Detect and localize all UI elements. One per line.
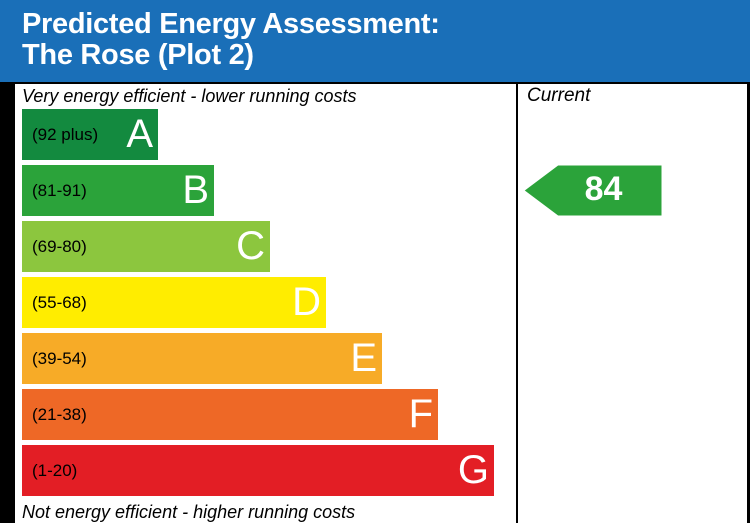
band-range-label: (21-38): [32, 405, 87, 424]
band-range-label: (39-54): [32, 349, 87, 368]
band-range-label: (81-91): [32, 181, 87, 200]
arrow-shape: [523, 164, 663, 217]
rating-band-f: (21-38) F: [22, 389, 438, 440]
band-range-label: (92 plus): [32, 125, 99, 144]
rating-band-g: (1-20) G: [22, 445, 494, 496]
band-letter: C: [236, 224, 265, 268]
chart-title-line-2: The Rose (Plot 2): [22, 39, 254, 71]
rating-band-e: (39-54) E: [22, 333, 382, 384]
inefficient-caption: Not energy efficient - higher running co…: [22, 502, 356, 522]
band-letter: D: [292, 280, 321, 324]
current-column-label: Current: [527, 85, 591, 106]
band-letter: B: [182, 168, 209, 212]
rating-band-b: (81-91) B: [22, 165, 214, 216]
band-letter: G: [457, 448, 489, 492]
band-range-label: (1-20): [32, 461, 78, 480]
chart-title-line-1: Predicted Energy Assessment:: [22, 8, 440, 40]
band-range-label: (69-80): [32, 237, 87, 256]
rating-band-a: (92 plus) A: [22, 109, 158, 160]
rating-bands-panel: Very energy efficient - lower running co…: [15, 84, 516, 523]
rating-band-d: (55-68) D: [22, 277, 326, 328]
current-rating-arrow: 84: [523, 164, 663, 217]
header-bar: Predicted Energy Assessment: The Rose (P…: [0, 0, 750, 82]
band-letter: A: [126, 112, 153, 156]
current-rating-value: 84: [584, 170, 623, 208]
band-letter: E: [350, 336, 377, 380]
efficient-caption: Very energy efficient - lower running co…: [22, 86, 357, 106]
rating-band-c: (69-80) C: [22, 221, 270, 272]
band-letter: F: [408, 392, 433, 436]
current-rating-panel: Current 84: [518, 84, 747, 523]
band-range-label: (55-68): [32, 293, 87, 312]
